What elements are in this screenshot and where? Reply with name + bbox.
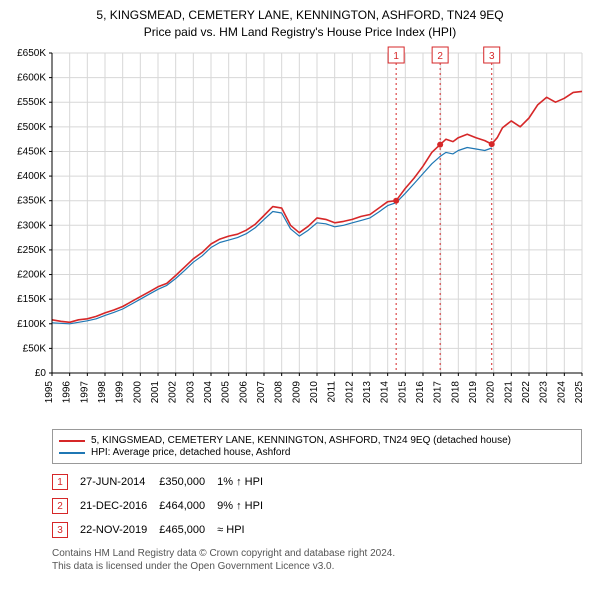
footnote: Contains HM Land Registry data © Crown c… bbox=[52, 548, 582, 573]
svg-text:2004: 2004 bbox=[203, 381, 214, 404]
title-address: 5, KINGSMEAD, CEMETERY LANE, KENNINGTON,… bbox=[10, 8, 590, 22]
svg-text:2021: 2021 bbox=[503, 381, 514, 404]
svg-text:£300K: £300K bbox=[17, 220, 46, 231]
chart-area: £0 £50K £100K £150K £200K £250K £300K £350K £400… bbox=[0, 43, 600, 423]
marker-row: 2 21-DEC-2016£464,0009% ↑ HPI bbox=[52, 494, 275, 518]
svg-text:2014: 2014 bbox=[380, 381, 391, 404]
marker-row: 3 22-NOV-2019£465,000≈ HPI bbox=[52, 518, 275, 542]
marker-date: 27-JUN-2014 bbox=[80, 470, 159, 494]
legend-swatch bbox=[59, 452, 85, 454]
svg-text:2001: 2001 bbox=[150, 381, 161, 404]
markers-table: 1 27-JUN-2014£350,0001% ↑ HPI 2 21-DEC-2016… bbox=[52, 470, 275, 542]
svg-text:2008: 2008 bbox=[274, 381, 285, 404]
footnote-line: This data is licensed under the Open Gov… bbox=[52, 561, 582, 574]
marker-number-box: 2 bbox=[52, 498, 68, 514]
svg-text:2018: 2018 bbox=[450, 381, 461, 404]
footnote-line: Contains HM Land Registry data © Crown c… bbox=[52, 548, 582, 561]
svg-text:2025: 2025 bbox=[574, 381, 585, 404]
svg-text:1995: 1995 bbox=[44, 381, 55, 404]
svg-text:2010: 2010 bbox=[309, 381, 320, 404]
svg-text:2013: 2013 bbox=[362, 381, 373, 404]
page-wrapper: 5, KINGSMEAD, CEMETERY LANE, KENNINGTON,… bbox=[0, 0, 600, 573]
svg-text:£500K: £500K bbox=[17, 122, 46, 133]
title-subtitle: Price paid vs. HM Land Registry's House … bbox=[10, 25, 590, 39]
svg-text:1999: 1999 bbox=[115, 381, 126, 404]
svg-text:£200K: £200K bbox=[17, 270, 46, 281]
svg-text:£250K: £250K bbox=[17, 245, 46, 256]
marker-number-box: 1 bbox=[52, 474, 68, 490]
svg-text:£650K: £650K bbox=[17, 48, 46, 59]
marker-pct: 9% ↑ HPI bbox=[217, 494, 275, 518]
svg-text:1997: 1997 bbox=[79, 381, 90, 404]
legend-row: 5, KINGSMEAD, CEMETERY LANE, KENNINGTON,… bbox=[59, 435, 575, 446]
marker-pct: ≈ HPI bbox=[217, 518, 275, 542]
svg-text:1996: 1996 bbox=[62, 381, 73, 404]
svg-text:£350K: £350K bbox=[17, 196, 46, 207]
svg-text:2003: 2003 bbox=[185, 381, 196, 404]
svg-text:£100K: £100K bbox=[17, 319, 46, 330]
marker-pct: 1% ↑ HPI bbox=[217, 470, 275, 494]
svg-text:2012: 2012 bbox=[344, 381, 355, 404]
legend: 5, KINGSMEAD, CEMETERY LANE, KENNINGTON,… bbox=[52, 429, 582, 464]
svg-text:2002: 2002 bbox=[168, 381, 179, 404]
svg-text:2020: 2020 bbox=[486, 381, 497, 404]
svg-text:2000: 2000 bbox=[132, 381, 143, 404]
legend-swatch bbox=[59, 440, 85, 442]
svg-text:£400K: £400K bbox=[17, 171, 46, 182]
svg-text:1998: 1998 bbox=[97, 381, 108, 404]
svg-text:£550K: £550K bbox=[17, 97, 46, 108]
marker-price: £350,000 bbox=[159, 470, 217, 494]
svg-text:3: 3 bbox=[489, 51, 495, 62]
svg-text:£450K: £450K bbox=[17, 146, 46, 157]
line-chart: £0 £50K £100K £150K £200K £250K £300K £350K £400… bbox=[0, 43, 600, 423]
marker-date: 22-NOV-2019 bbox=[80, 518, 159, 542]
svg-text:2016: 2016 bbox=[415, 381, 426, 404]
svg-text:£50K: £50K bbox=[23, 343, 47, 354]
svg-text:2011: 2011 bbox=[327, 381, 338, 403]
marker-row: 1 27-JUN-2014£350,0001% ↑ HPI bbox=[52, 470, 275, 494]
svg-text:1: 1 bbox=[393, 51, 399, 62]
svg-text:2007: 2007 bbox=[256, 381, 267, 404]
svg-text:2023: 2023 bbox=[539, 381, 550, 404]
svg-text:£0: £0 bbox=[35, 368, 47, 379]
svg-text:2022: 2022 bbox=[521, 381, 532, 404]
svg-text:2: 2 bbox=[437, 51, 443, 62]
svg-text:£150K: £150K bbox=[17, 294, 46, 305]
svg-text:2005: 2005 bbox=[221, 381, 232, 404]
legend-label: 5, KINGSMEAD, CEMETERY LANE, KENNINGTON,… bbox=[91, 435, 511, 446]
legend-label: HPI: Average price, detached house, Ashf… bbox=[91, 447, 290, 458]
legend-row: HPI: Average price, detached house, Ashf… bbox=[59, 447, 575, 458]
svg-text:£600K: £600K bbox=[17, 73, 46, 84]
marker-price: £464,000 bbox=[159, 494, 217, 518]
svg-text:2006: 2006 bbox=[238, 381, 249, 404]
marker-date: 21-DEC-2016 bbox=[80, 494, 159, 518]
svg-text:2019: 2019 bbox=[468, 381, 479, 404]
marker-number-box: 3 bbox=[52, 522, 68, 538]
svg-text:2015: 2015 bbox=[397, 381, 408, 404]
svg-text:2009: 2009 bbox=[291, 381, 302, 404]
marker-price: £465,000 bbox=[159, 518, 217, 542]
chart-titles: 5, KINGSMEAD, CEMETERY LANE, KENNINGTON,… bbox=[0, 0, 600, 43]
svg-text:2017: 2017 bbox=[433, 381, 444, 404]
svg-text:2024: 2024 bbox=[556, 381, 567, 404]
